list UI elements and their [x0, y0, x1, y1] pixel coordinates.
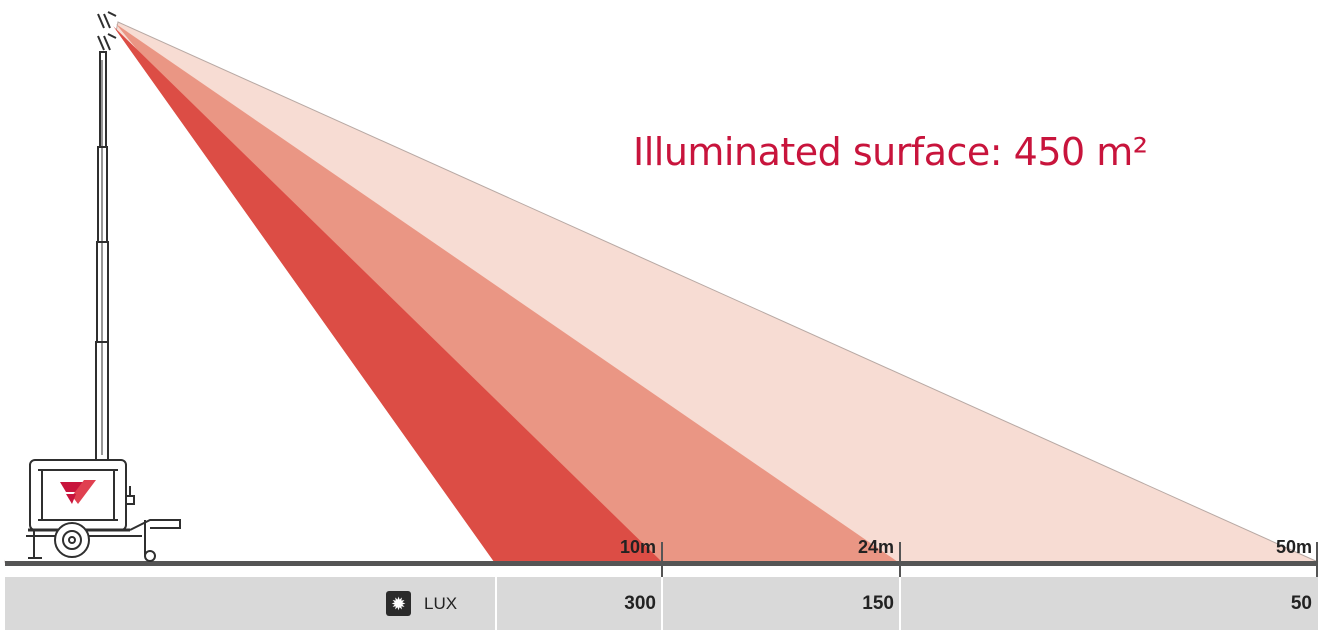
distance-label-24m: 24m — [857, 537, 894, 557]
sun-burst-icon: ✹ — [386, 591, 411, 616]
lux-divider-1 — [495, 577, 497, 630]
illuminated-surface-title: Illuminated surface: 450 m² — [633, 130, 1148, 174]
lux-header-label: LUX — [424, 593, 458, 613]
beam-left-mask — [5, 26, 494, 562]
lux-value-10m: 300 — [624, 592, 656, 614]
lux-header: ✹ LUX — [386, 577, 486, 630]
lux-value-24m: 150 — [862, 592, 894, 614]
beam-150-lux — [116, 24, 898, 562]
distance-label-50m: 50m — [1275, 537, 1312, 557]
tick-mark-10m — [661, 542, 663, 577]
lux-value-50m: 50 — [1290, 592, 1312, 614]
beam-300-lux — [113, 26, 662, 562]
lux-divider-3 — [899, 577, 901, 630]
tick-mark-24m — [899, 542, 901, 577]
lux-divider-2 — [661, 577, 663, 630]
tick-mark-50m — [1316, 542, 1318, 577]
generator-logo — [60, 480, 96, 504]
distance-label-10m: 10m — [619, 537, 656, 557]
